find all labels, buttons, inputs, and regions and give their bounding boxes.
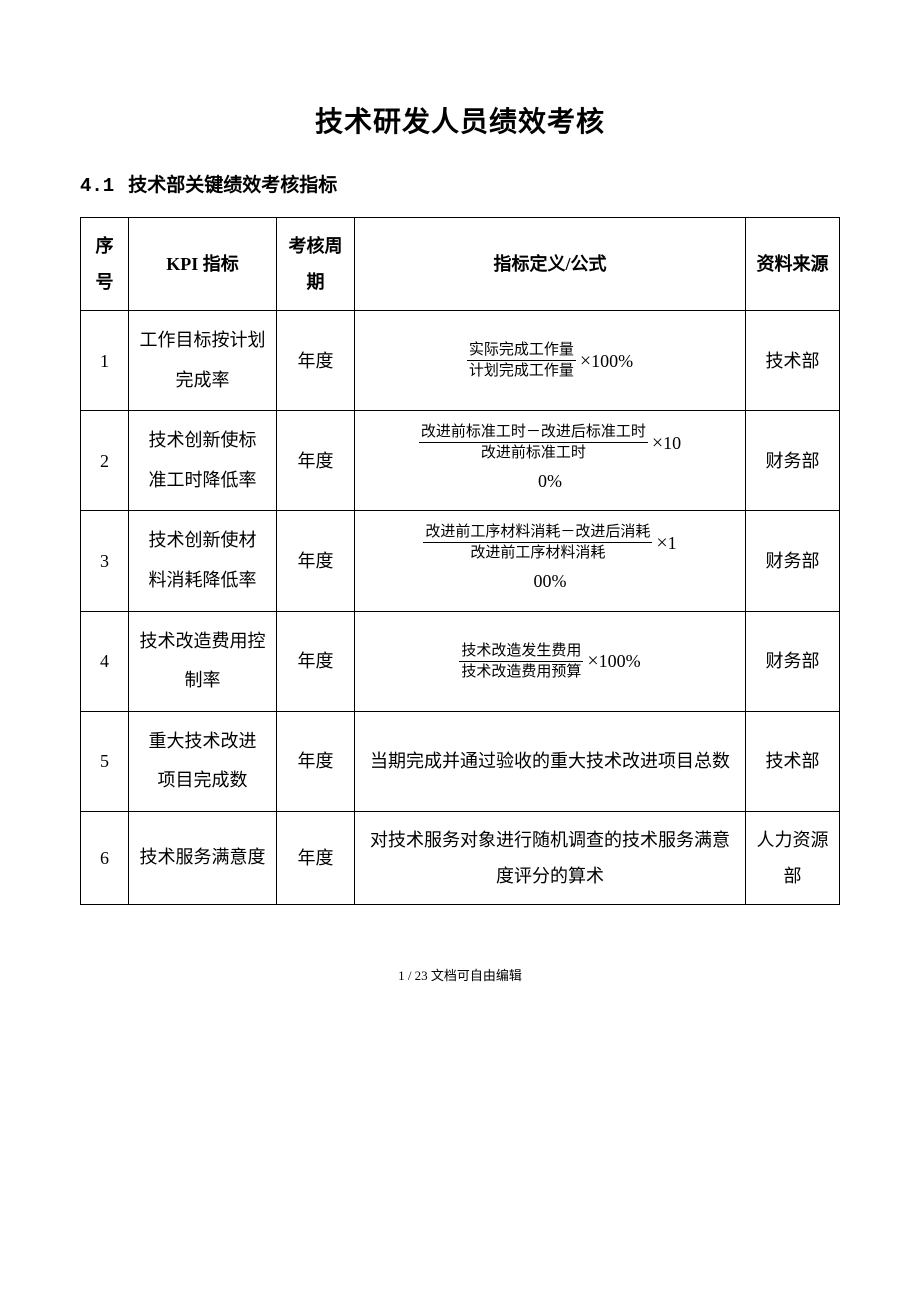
- fraction: 改进前工序材料消耗－改进后消耗 改进前工序材料消耗: [423, 523, 652, 562]
- cell-kpi: 工作目标按计划完成率: [129, 311, 277, 411]
- cell-definition: 当期完成并通过验收的重大技术改进项目总数: [355, 711, 746, 811]
- cell-source: 财务部: [746, 511, 840, 611]
- cell-seq: 5: [81, 711, 129, 811]
- fraction-numerator: 改进前标准工时－改进后标准工时: [419, 423, 648, 443]
- fraction-denominator: 改进前工序材料消耗: [423, 543, 652, 562]
- table-row: 5 重大技术改进项目完成数 年度 当期完成并通过验收的重大技术改进项目总数 技术…: [81, 711, 840, 811]
- cell-source: 人力资源部: [746, 811, 840, 904]
- header-cycle: 考核周期: [277, 218, 355, 311]
- cell-cycle: 年度: [277, 411, 355, 511]
- cell-seq: 6: [81, 811, 129, 904]
- cell-source: 技术部: [746, 311, 840, 411]
- cell-kpi: 技术创新使材料消耗降低率: [129, 511, 277, 611]
- cell-cycle: 年度: [277, 711, 355, 811]
- cell-kpi: 技术创新使标准工时降低率: [129, 411, 277, 511]
- fraction: 技术改造发生费用 技术改造费用预算: [459, 642, 583, 681]
- section-number: 4.1: [80, 175, 114, 197]
- fraction-numerator: 实际完成工作量: [467, 341, 576, 361]
- cell-source: 财务部: [746, 411, 840, 511]
- cell-definition: 改进前标准工时－改进后标准工时 改进前标准工时 ×10 0%: [355, 411, 746, 511]
- cell-kpi: 技术服务满意度: [129, 811, 277, 904]
- cell-source: 财务部: [746, 611, 840, 711]
- table-row: 1 工作目标按计划完成率 年度 实际完成工作量 计划完成工作量 ×100% 技术…: [81, 311, 840, 411]
- definition-text: 对技术服务对象进行随机调查的技术服务满意度评分的算术: [370, 830, 730, 886]
- cell-cycle: 年度: [277, 511, 355, 611]
- header-source: 资料来源: [746, 218, 840, 311]
- formula-trailing: 0%: [363, 463, 737, 499]
- operator: ×: [652, 432, 663, 454]
- section-heading: 4.1 技术部关键绩效考核指标: [80, 170, 840, 197]
- fraction-denominator: 技术改造费用预算: [459, 662, 583, 681]
- table-body: 1 工作目标按计划完成率 年度 实际完成工作量 计划完成工作量 ×100% 技术…: [81, 311, 840, 905]
- fraction: 改进前标准工时－改进后标准工时 改进前标准工时: [419, 423, 648, 462]
- header-seq: 序号: [81, 218, 129, 311]
- kpi-text: 技术创新使标准工时降低率: [149, 430, 257, 490]
- cell-definition: 对技术服务对象进行随机调查的技术服务满意度评分的算术: [355, 811, 746, 904]
- table-row: 3 技术创新使材料消耗降低率 年度 改进前工序材料消耗－改进后消耗 改进前工序材…: [81, 511, 840, 611]
- kpi-text: 重大技术改进项目完成数: [149, 731, 257, 791]
- kpi-text: 技术改造费用控制率: [140, 631, 266, 691]
- cell-seq: 3: [81, 511, 129, 611]
- cell-definition: 技术改造发生费用 技术改造费用预算 ×100%: [355, 611, 746, 711]
- formula-suffix: 100%: [599, 651, 641, 671]
- section-title: 技术部关键绩效考核指标: [128, 175, 337, 196]
- cell-cycle: 年度: [277, 311, 355, 411]
- table-row: 6 技术服务满意度 年度 对技术服务对象进行随机调查的技术服务满意度评分的算术 …: [81, 811, 840, 904]
- fraction-numerator: 技术改造发生费用: [459, 642, 583, 662]
- formula-trailing: 00%: [363, 563, 737, 599]
- formula-suffix: 1: [668, 533, 677, 553]
- kpi-text: 技术服务满意度: [140, 847, 266, 867]
- document-page: 技术研发人员绩效考核 4.1 技术部关键绩效考核指标 序号 KPI 指标 考核周期…: [0, 0, 920, 1024]
- operator: ×: [580, 350, 591, 372]
- cell-seq: 4: [81, 611, 129, 711]
- formula-suffix: 10: [663, 433, 681, 453]
- cell-seq: 2: [81, 411, 129, 511]
- cell-seq: 1: [81, 311, 129, 411]
- definition-text: 当期完成并通过验收的重大技术改进项目总数: [370, 751, 730, 771]
- kpi-text: 工作目标按计划完成率: [140, 330, 266, 390]
- header-kpi: KPI 指标: [129, 218, 277, 311]
- page-footer: 1 / 23 文档可自由编辑: [80, 965, 840, 984]
- fraction-numerator: 改进前工序材料消耗－改进后消耗: [423, 523, 652, 543]
- kpi-table: 序号 KPI 指标 考核周期 指标定义/公式 资料来源 1 工作目标按计划完成率…: [80, 217, 840, 905]
- table-row: 2 技术创新使标准工时降低率 年度 改进前标准工时－改进后标准工时 改进前标准工…: [81, 411, 840, 511]
- cell-definition: 实际完成工作量 计划完成工作量 ×100%: [355, 311, 746, 411]
- formula-suffix: 100%: [591, 351, 633, 371]
- table-header-row: 序号 KPI 指标 考核周期 指标定义/公式 资料来源: [81, 218, 840, 311]
- cell-source: 技术部: [746, 711, 840, 811]
- cell-cycle: 年度: [277, 811, 355, 904]
- cell-cycle: 年度: [277, 611, 355, 711]
- fraction-denominator: 计划完成工作量: [467, 361, 576, 380]
- cell-definition: 改进前工序材料消耗－改进后消耗 改进前工序材料消耗 ×1 00%: [355, 511, 746, 611]
- header-definition: 指标定义/公式: [355, 218, 746, 311]
- operator: ×: [587, 650, 598, 672]
- fraction: 实际完成工作量 计划完成工作量: [467, 341, 576, 380]
- document-title: 技术研发人员绩效考核: [80, 100, 840, 140]
- fraction-denominator: 改进前标准工时: [419, 443, 648, 462]
- operator: ×: [656, 532, 667, 554]
- table-row: 4 技术改造费用控制率 年度 技术改造发生费用 技术改造费用预算 ×100% 财…: [81, 611, 840, 711]
- cell-kpi: 技术改造费用控制率: [129, 611, 277, 711]
- cell-kpi: 重大技术改进项目完成数: [129, 711, 277, 811]
- kpi-text: 技术创新使材料消耗降低率: [149, 530, 257, 590]
